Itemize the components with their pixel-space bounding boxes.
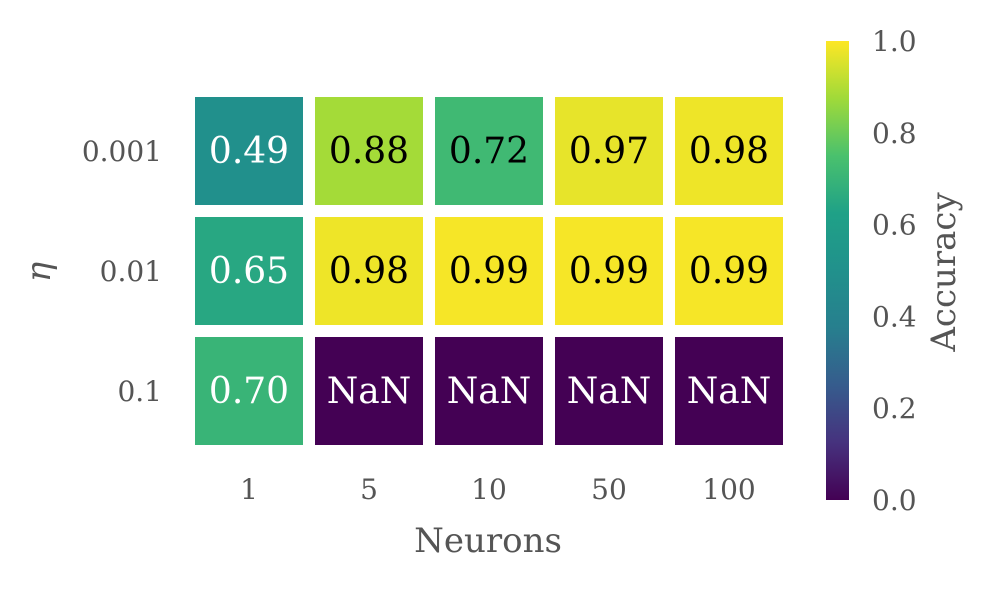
- colorbar-tick-label: 1.0: [872, 25, 917, 58]
- heatmap-cell: [555, 217, 663, 325]
- colorbar-tick-labels: 0.0 0.2 0.4 0.6 0.8 1.0: [872, 25, 917, 517]
- colorbar: [826, 41, 849, 500]
- cell-value-label: 0.70: [209, 371, 289, 412]
- heatmap-cell: [435, 337, 543, 445]
- cell-value-label: NaN: [447, 371, 531, 412]
- colorbar-label: Accuracy: [924, 192, 964, 353]
- x-tick-label: 100: [702, 473, 755, 506]
- cell-value-label: NaN: [687, 371, 771, 412]
- heatmap-cell: [555, 337, 663, 445]
- heatmap-cell: [195, 97, 303, 205]
- x-tick-label: 50: [591, 473, 627, 506]
- heatmap-cell: [555, 97, 663, 205]
- heatmap-cell: [315, 217, 423, 325]
- heatmap-cells: 0.49 0.88 0.72 0.97 0.98 0.65 0.98 0.99 0.99 0.99…: [195, 97, 783, 445]
- y-tick-label: 0.1: [117, 375, 162, 408]
- colorbar-tick-label: 0.4: [872, 300, 917, 333]
- colorbar-tick-label: 0.2: [872, 392, 917, 425]
- cell-value-label: 0.65: [209, 251, 289, 292]
- y-axis-label: η: [19, 261, 59, 282]
- cell-value-label: 0.99: [449, 251, 529, 292]
- heatmap-cell: [195, 217, 303, 325]
- heatmap-cell: [675, 97, 783, 205]
- cell-value-label: 0.98: [329, 251, 409, 292]
- cell-value-label: 0.99: [569, 251, 649, 292]
- cell-value-label: 0.99: [689, 251, 769, 292]
- heatmap-cell: [195, 337, 303, 445]
- colorbar-tick-label: 0.0: [872, 484, 917, 517]
- cell-value-label: NaN: [327, 371, 411, 412]
- y-tick-label: 0.01: [100, 255, 162, 288]
- x-tick-label: 5: [360, 473, 378, 506]
- x-tick-labels: 1 5 10 50 100: [240, 473, 756, 506]
- x-tick-label: 10: [471, 473, 507, 506]
- cell-value-label: 0.98: [689, 131, 769, 172]
- heatmap-cell: [315, 337, 423, 445]
- colorbar-tick-label: 0.8: [872, 117, 917, 150]
- heatmap-cell: [435, 97, 543, 205]
- cell-value-label: 0.49: [209, 131, 289, 172]
- cell-value-label: 0.97: [569, 131, 649, 172]
- y-tick-label: 0.001: [82, 135, 162, 168]
- heatmap-cell: [435, 217, 543, 325]
- cell-value-label: 0.88: [329, 131, 409, 172]
- heatmap-cell: [315, 97, 423, 205]
- heatmap-cell: [675, 337, 783, 445]
- x-tick-label: 1: [240, 473, 258, 506]
- y-tick-labels: 0.001 0.01 0.1: [82, 135, 162, 408]
- heatmap-cell: [675, 217, 783, 325]
- cell-value-label: NaN: [567, 371, 651, 412]
- colorbar-tick-label: 0.6: [872, 209, 917, 242]
- cell-value-label: 0.72: [449, 131, 529, 172]
- x-axis-label: Neurons: [414, 521, 562, 561]
